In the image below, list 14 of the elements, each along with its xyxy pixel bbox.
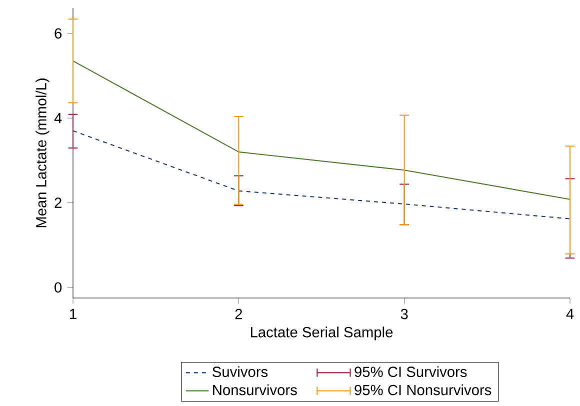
y-axis-title: Mean Lactate (mmol/L) <box>36 78 50 228</box>
x-tick-label: 2 <box>235 308 242 320</box>
x-axis-title: Lactate Serial Sample <box>250 326 393 340</box>
legend-label: Suvivors <box>212 366 268 378</box>
y-tick-label: 4 <box>54 113 62 124</box>
x-tick-label: 4 <box>566 308 574 319</box>
y-tick-label: 0 <box>54 282 62 293</box>
x-tick-label: 1 <box>70 308 76 319</box>
x-tick-label: 3 <box>400 308 408 320</box>
text: 95% CI Nonsurvivors <box>354 384 492 396</box>
y-tick-label: 2 <box>54 198 62 208</box>
legend-label: Nonsurvivors <box>213 384 297 396</box>
text: 95% CI Survivors <box>354 366 467 378</box>
y-tick-label: 6 <box>54 28 62 39</box>
